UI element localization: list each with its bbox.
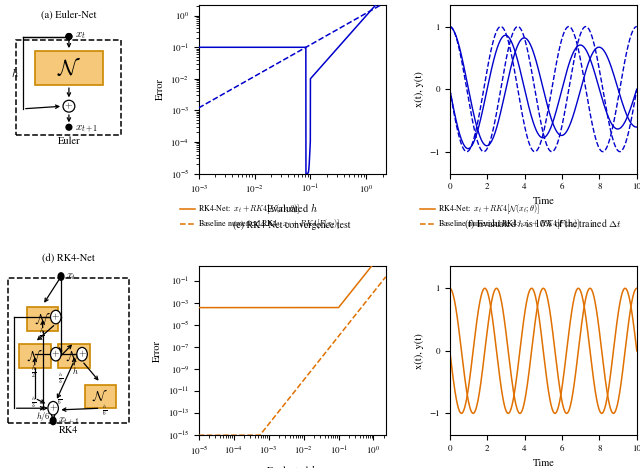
FancyBboxPatch shape bbox=[17, 40, 122, 135]
FancyBboxPatch shape bbox=[84, 385, 116, 408]
Text: $+$: $+$ bbox=[49, 403, 58, 413]
Text: $x_{t+1}$: $x_{t+1}$ bbox=[76, 123, 99, 134]
Text: $x_t$: $x_t$ bbox=[67, 271, 77, 282]
X-axis label: Time: Time bbox=[532, 459, 554, 468]
FancyBboxPatch shape bbox=[27, 307, 58, 330]
Text: $h$: $h$ bbox=[11, 66, 19, 79]
Circle shape bbox=[66, 124, 72, 130]
Circle shape bbox=[63, 100, 75, 112]
X-axis label: Evaluated $h$: Evaluated $h$ bbox=[266, 462, 318, 468]
Y-axis label: x(t), y(t): x(t), y(t) bbox=[414, 71, 424, 107]
FancyBboxPatch shape bbox=[19, 344, 51, 368]
Circle shape bbox=[58, 273, 64, 280]
Title: (a) Euler-Net: (a) Euler-Net bbox=[41, 10, 97, 20]
Text: $\mathcal{N}$: $\mathcal{N}$ bbox=[27, 348, 43, 364]
Text: $+$: $+$ bbox=[65, 101, 74, 111]
Text: $\mathcal{N}$: $\mathcal{N}$ bbox=[66, 348, 82, 364]
Text: $+$: $+$ bbox=[77, 349, 86, 359]
Text: $+$: $+$ bbox=[51, 349, 60, 359]
Y-axis label: Error: Error bbox=[155, 78, 165, 100]
Circle shape bbox=[66, 34, 72, 39]
Title: (f) Evaluated $h$ is 10% of the trained $\Delta t$: (f) Evaluated $h$ is 10% of the trained … bbox=[465, 218, 622, 231]
Legend: RK4-Net:  $x_t + RK4[\mathcal{N}(x_t; \theta)]$, Baseline numerical RK4:  $x_t +: RK4-Net: $x_t + RK4[\mathcal{N}(x_t; \th… bbox=[180, 203, 340, 231]
Text: $h/6$: $h/6$ bbox=[36, 410, 51, 423]
Circle shape bbox=[48, 402, 58, 415]
Text: $x_t$: $x_t$ bbox=[76, 30, 86, 41]
Title: (d) RK4-Net: (d) RK4-Net bbox=[42, 253, 95, 263]
Text: Euler: Euler bbox=[58, 137, 80, 146]
FancyBboxPatch shape bbox=[58, 344, 90, 368]
X-axis label: Time: Time bbox=[532, 197, 554, 206]
FancyBboxPatch shape bbox=[35, 51, 103, 85]
Text: $\mathcal{N}$: $\mathcal{N}$ bbox=[57, 57, 81, 80]
Circle shape bbox=[77, 347, 87, 361]
Text: $\frac{h}{3}$: $\frac{h}{3}$ bbox=[31, 395, 36, 410]
Text: $\frac{h}{6}$: $\frac{h}{6}$ bbox=[102, 403, 107, 418]
Title: (e) RK4-Net convergence test: (e) RK4-Net convergence test bbox=[234, 220, 351, 229]
Y-axis label: Error: Error bbox=[152, 340, 162, 362]
X-axis label: Evaluated $h$: Evaluated $h$ bbox=[266, 201, 318, 214]
Text: $\frac{h}{2}$: $\frac{h}{2}$ bbox=[38, 327, 44, 343]
Text: $+$: $+$ bbox=[51, 312, 60, 322]
Circle shape bbox=[51, 310, 61, 324]
Text: $\mathcal{N}$: $\mathcal{N}$ bbox=[35, 311, 51, 327]
Text: RK4: RK4 bbox=[60, 425, 79, 435]
Circle shape bbox=[51, 417, 56, 424]
Text: $\frac{h}{3}$: $\frac{h}{3}$ bbox=[58, 371, 63, 387]
Text: $h$: $h$ bbox=[72, 366, 79, 376]
Circle shape bbox=[51, 347, 61, 361]
Circle shape bbox=[66, 34, 72, 39]
Y-axis label: x(t), y(t): x(t), y(t) bbox=[414, 333, 424, 369]
FancyBboxPatch shape bbox=[8, 278, 129, 424]
Text: $\frac{h}{6}$: $\frac{h}{6}$ bbox=[57, 391, 62, 407]
Text: $x_{t+1}$: $x_{t+1}$ bbox=[58, 416, 81, 426]
Text: $\mathcal{N}$: $\mathcal{N}$ bbox=[92, 388, 108, 404]
Text: $\frac{h}{2}$: $\frac{h}{2}$ bbox=[31, 364, 36, 380]
Legend: RK4-Net:  $x_t + RK4[\mathcal{N}(x_t; \theta)]$, Baseline numerical RK4:  $x_t +: RK4-Net: $x_t + RK4[\mathcal{N}(x_t; \th… bbox=[420, 203, 580, 231]
